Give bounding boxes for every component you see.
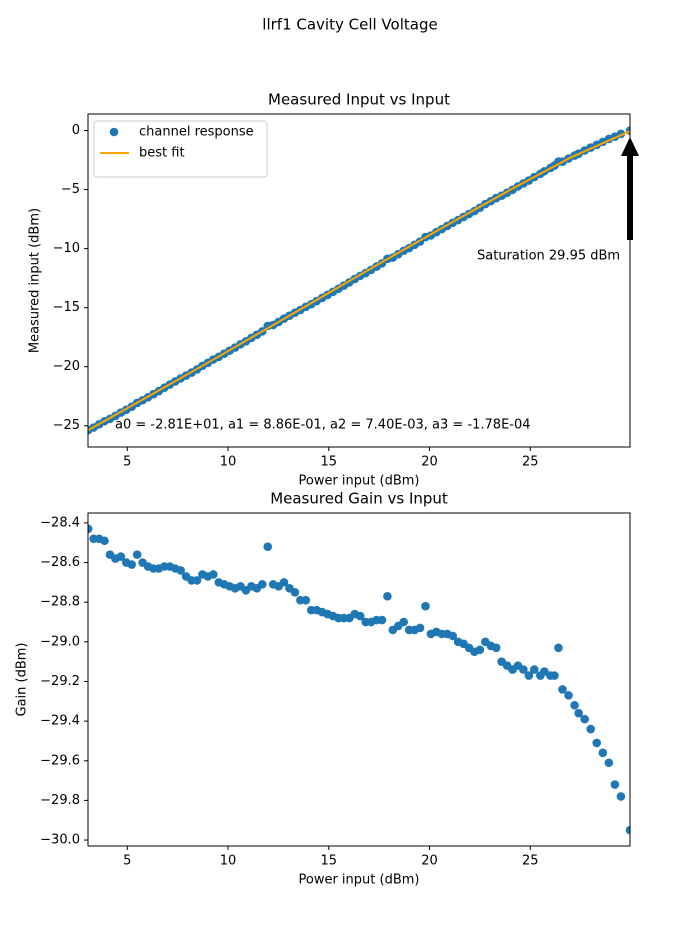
data-point <box>491 643 501 653</box>
data-point <box>421 601 430 611</box>
legend-marker <box>109 127 119 137</box>
legend-label: channel response <box>139 125 254 140</box>
x-axis-label: Power input (dBm) <box>299 873 420 888</box>
data-point <box>604 758 614 768</box>
data-point <box>564 691 573 700</box>
y-tick-label: −29.4 <box>40 714 80 729</box>
data-point <box>399 617 409 627</box>
data-point <box>524 671 534 680</box>
data-point <box>570 700 579 710</box>
y-tick-label: 0 <box>72 123 80 138</box>
data-point <box>550 671 559 680</box>
x-tick-label: 20 <box>421 455 438 470</box>
data-point <box>475 645 485 655</box>
axes-frame <box>87 512 631 847</box>
plot-area <box>88 126 630 435</box>
chart-title: Measured Input vs Input <box>268 91 450 109</box>
data-point <box>279 578 289 587</box>
data-point <box>554 643 563 653</box>
legend-box <box>93 120 268 178</box>
x-axis-label: Power input (dBm) <box>299 474 420 489</box>
legend-label: best fit <box>139 146 185 161</box>
x-tick-label: 15 <box>321 854 338 869</box>
data-point <box>132 550 142 559</box>
data-point <box>355 611 365 621</box>
plot-area <box>88 524 630 835</box>
data-point <box>574 708 583 718</box>
data-point <box>209 570 218 579</box>
data-point <box>616 792 626 801</box>
data-point <box>610 780 620 789</box>
y-tick-label: −10 <box>53 241 80 256</box>
data-point <box>448 631 457 641</box>
data-point <box>580 714 589 724</box>
x-tick-label: 25 <box>522 854 539 869</box>
data-point <box>592 738 602 748</box>
data-point <box>383 591 392 601</box>
y-tick-label: −28.4 <box>40 515 80 530</box>
y-axis-label: Measured input (dBm) <box>28 208 43 353</box>
axes-frame <box>87 113 631 448</box>
data-point <box>415 623 425 633</box>
y-tick-label: −28.8 <box>40 595 80 610</box>
y-tick-label: −15 <box>53 300 80 315</box>
y-tick-label: −29.0 <box>40 634 80 649</box>
data-point <box>290 587 300 597</box>
x-tick-label: 15 <box>321 455 338 470</box>
data-point <box>116 552 126 561</box>
y-axis-label: Gain (dBm) <box>15 642 30 716</box>
x-tick-label: 25 <box>522 455 539 470</box>
data-point <box>100 536 109 546</box>
figure-title: llrf1 Cavity Cell Voltage <box>262 16 437 34</box>
x-tick-label: 5 <box>123 854 131 869</box>
data-point <box>88 524 93 534</box>
y-tick-label: −20 <box>53 359 80 374</box>
data-point <box>301 595 311 605</box>
y-tick-label: −29.8 <box>40 793 80 808</box>
annotation: a0 = -2.81E+01, a1 = 8.86E-01, a2 = 7.40… <box>115 418 531 433</box>
fit-line <box>88 130 630 432</box>
annotation: Saturation 29.95 dBm <box>477 249 620 264</box>
y-tick-label: −29.2 <box>40 674 80 689</box>
data-point <box>519 665 528 674</box>
data-point <box>625 825 630 835</box>
data-point <box>598 748 608 758</box>
data-point <box>176 566 185 575</box>
x-tick-label: 5 <box>123 455 131 470</box>
data-point <box>529 665 539 674</box>
x-tick-label: 10 <box>220 455 237 470</box>
y-tick-label: −5 <box>61 182 80 197</box>
y-tick-label: −29.6 <box>40 753 80 768</box>
chart-title: Measured Gain vs Input <box>270 490 448 508</box>
data-point <box>127 560 137 569</box>
data-point <box>257 580 267 589</box>
y-tick-label: −30.0 <box>40 833 80 848</box>
data-point <box>586 724 596 734</box>
x-tick-label: 20 <box>421 854 438 869</box>
x-tick-label: 10 <box>220 854 237 869</box>
data-point <box>192 576 202 585</box>
data-point <box>263 542 273 551</box>
data-point <box>377 615 387 625</box>
y-tick-label: −28.6 <box>40 555 80 570</box>
data-point <box>558 685 567 694</box>
y-tick-label: −25 <box>53 418 80 433</box>
